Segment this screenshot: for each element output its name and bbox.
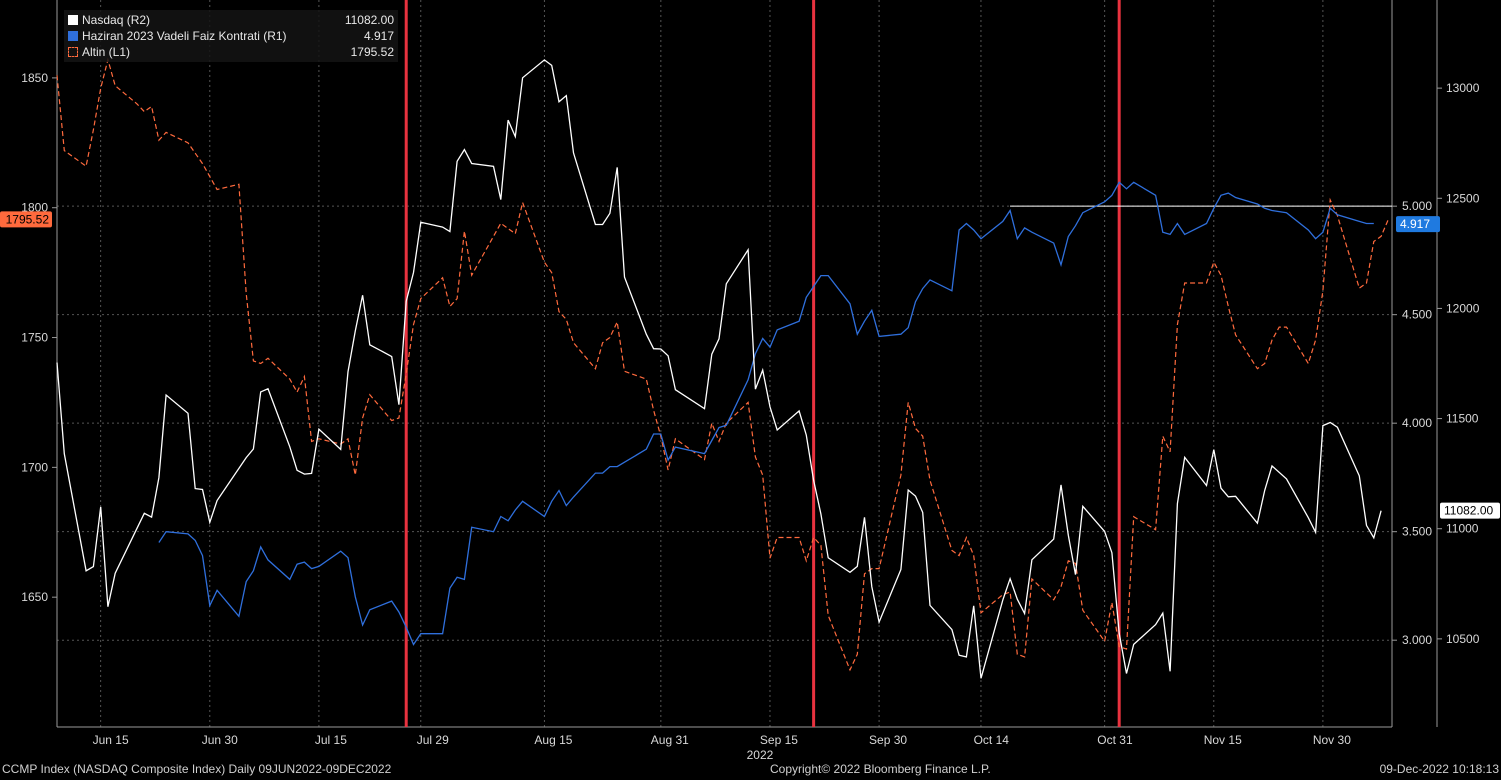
x-tick-label: Aug 15 bbox=[534, 733, 572, 747]
x-tick-label: Jun 30 bbox=[202, 733, 238, 747]
event-lines bbox=[404, 0, 1121, 727]
gold-last-value-badge-text: 1795.52 bbox=[6, 212, 50, 226]
series-layer bbox=[56, 57, 1389, 679]
x-tick-label: Jul 29 bbox=[417, 733, 449, 747]
futures-last-value-badge-text: 4.917 bbox=[1400, 217, 1430, 231]
last-value-badges: 1795.52 4.917 11082.00 bbox=[0, 211, 1500, 519]
nasdaq-last-value-badge: 11082.00 bbox=[1440, 502, 1500, 519]
right2-tick-label: 12500 bbox=[1446, 191, 1480, 205]
right2-tick-label: 11500 bbox=[1446, 412, 1479, 426]
left-tick-label: 1750 bbox=[21, 331, 48, 345]
right2-tick-label: 11000 bbox=[1446, 522, 1479, 536]
legend-swatch-gold bbox=[68, 47, 78, 57]
legend-item-gold[interactable]: Altin (L1) 1795.52 bbox=[68, 44, 394, 60]
right1-tick-label: 4.500 bbox=[1402, 308, 1432, 322]
left-tick-label: 1650 bbox=[21, 590, 48, 604]
left-tick-label: 1700 bbox=[21, 460, 48, 474]
series-futures-line bbox=[158, 181, 1374, 646]
axis-labels: Jun 15 Jun 30 Jul 15 Jul 29 Aug 15 Aug 31 Sep … bbox=[21, 71, 1479, 762]
footer-security-info: CCMP Index (NASDAQ Composite Index) Dail… bbox=[2, 762, 392, 776]
legend-value: 11082.00 bbox=[344, 13, 394, 27]
nasdaq-last-value-badge-bg bbox=[1440, 502, 1500, 519]
x-tick-label: Nov 30 bbox=[1313, 733, 1351, 747]
legend-item-nasdaq[interactable]: Nasdaq (R2) 11082.00 bbox=[68, 12, 394, 28]
x-tick-label: Nov 15 bbox=[1204, 733, 1242, 747]
x-tick-label: Jun 15 bbox=[93, 733, 129, 747]
right2-tick-label: 13000 bbox=[1446, 81, 1480, 95]
x-tick-label: Aug 31 bbox=[651, 733, 689, 747]
legend-swatch-futures bbox=[68, 31, 78, 41]
legend-label: Nasdaq (R2) bbox=[82, 13, 151, 27]
right1-tick-label: 3.000 bbox=[1402, 633, 1432, 647]
footer-timestamp: 09-Dec-2022 10:18:13 bbox=[1379, 762, 1499, 776]
futures-last-value-badge-bg bbox=[1396, 216, 1440, 233]
legend-value: 1795.52 bbox=[350, 45, 394, 59]
x-tick-label: Sep 30 bbox=[869, 733, 907, 747]
x-tick-label: Jul 15 bbox=[315, 733, 347, 747]
right1-tick-label: 5.000 bbox=[1402, 199, 1432, 213]
right2-tick-label: 12000 bbox=[1446, 301, 1480, 315]
legend-value: 4.917 bbox=[363, 29, 394, 43]
right2-tick-label: 10500 bbox=[1446, 632, 1480, 646]
series-nasdaq-line bbox=[56, 59, 1382, 679]
x-tick-label: Sep 15 bbox=[760, 733, 798, 747]
legend-item-futures[interactable]: Haziran 2023 Vadeli Faiz Kontrati (R1) 4… bbox=[68, 28, 394, 44]
x-tick-label: Oct 14 bbox=[974, 733, 1010, 747]
right1-tick-label: 4.000 bbox=[1402, 416, 1432, 430]
x-year-label: 2022 bbox=[747, 748, 774, 762]
gold-last-value-badge: 1795.52 bbox=[0, 211, 52, 228]
legend-label: Altin (L1) bbox=[82, 45, 131, 59]
footer-copyright: Copyright© 2022 Bloomberg Finance L.P. bbox=[770, 762, 991, 776]
series-gold-line bbox=[56, 57, 1389, 672]
left-tick-label: 1850 bbox=[21, 71, 48, 85]
futures-last-value-badge: 4.917 bbox=[1396, 216, 1440, 233]
legend-swatch-nasdaq bbox=[68, 15, 78, 25]
nasdaq-last-value-badge-text: 11082.00 bbox=[1444, 504, 1493, 518]
chart-legend: Nasdaq (R2) 11082.00 Haziran 2023 Vadeli… bbox=[64, 10, 398, 62]
right1-tick-label: 3.500 bbox=[1402, 525, 1432, 539]
left-tick-label: 1800 bbox=[21, 201, 48, 215]
legend-label: Haziran 2023 Vadeli Faiz Kontrati (R1) bbox=[82, 29, 287, 43]
gold-last-value-badge-bg bbox=[0, 211, 52, 228]
x-tick-label: Oct 31 bbox=[1097, 733, 1133, 747]
